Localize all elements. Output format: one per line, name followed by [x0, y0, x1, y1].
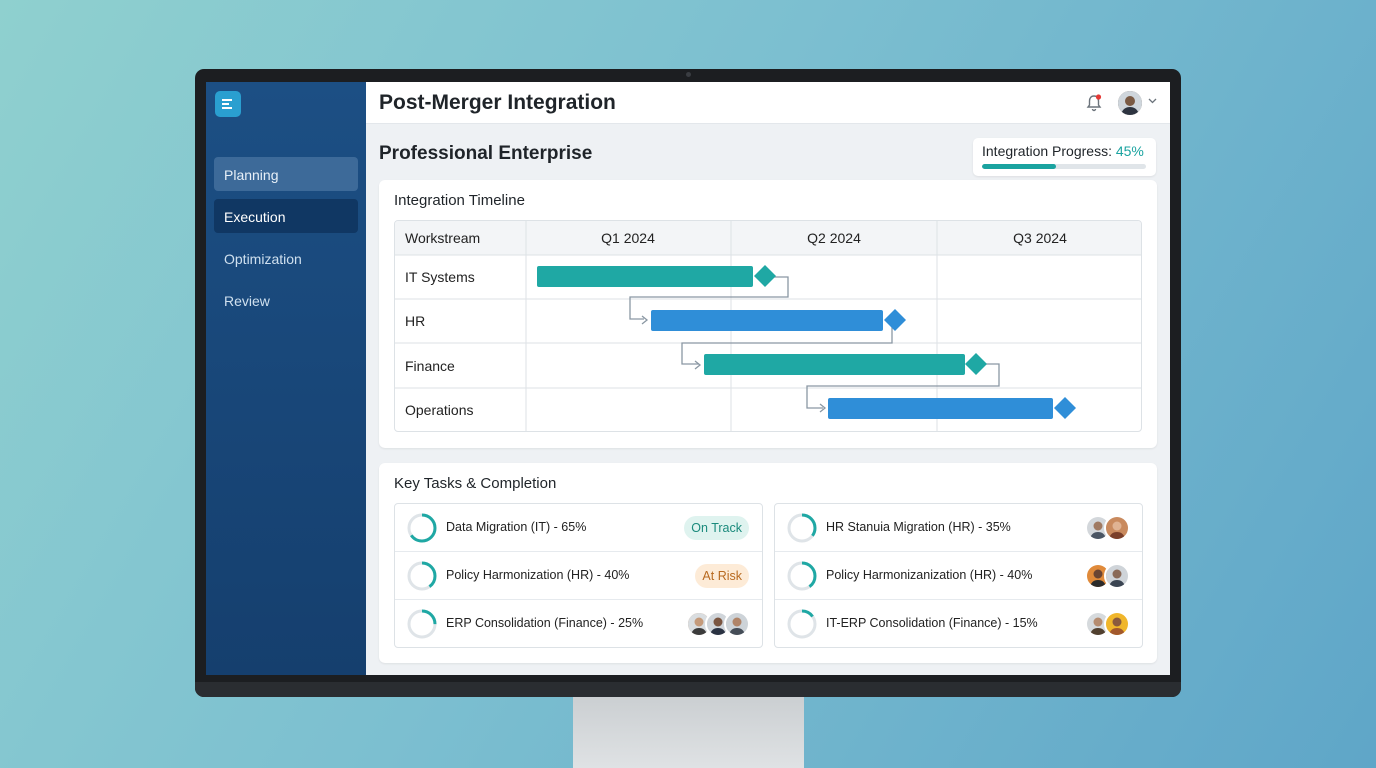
- app-logo-icon[interactable]: [215, 91, 241, 117]
- progress-value: 45%: [1115, 143, 1144, 159]
- task-row[interactable]: Data Migration (IT) - 65% On Track: [395, 504, 762, 552]
- task-label: ERP Consolidation (Finance) - 25%: [446, 616, 644, 630]
- progress-ring: [407, 561, 437, 591]
- assignee-avatars: [686, 611, 750, 637]
- tasks-title: Key Tasks & Completion: [394, 475, 557, 492]
- chevron-down-icon[interactable]: [1148, 96, 1157, 107]
- tasks-card: Key Tasks & Completion Data Migration (I…: [379, 463, 1157, 663]
- avatar[interactable]: [1085, 515, 1111, 541]
- progress-ring: [407, 513, 437, 543]
- user-avatar[interactable]: [1118, 91, 1142, 115]
- monitor-chin: [195, 682, 1181, 697]
- progress-ring: [407, 609, 437, 639]
- integration-progress-card: Integration Progress: 45%: [973, 138, 1156, 176]
- dependency-arrow: [629, 276, 789, 320]
- row-label-hr: HR: [405, 313, 425, 329]
- ring-fill: [787, 561, 817, 591]
- progress-track: [982, 164, 1146, 169]
- main-content: Professional Enterprise Integration Prog…: [366, 124, 1170, 675]
- gantt-bar-operations[interactable]: [828, 398, 1053, 419]
- webcam: [686, 72, 691, 77]
- gantt-header-q1: Q1 2024: [601, 230, 655, 246]
- avatar[interactable]: [705, 611, 731, 637]
- sidebar-item-optimization[interactable]: Optimization: [224, 251, 302, 267]
- company-name: Professional Enterprise: [379, 143, 593, 164]
- assignee-avatars: [1085, 563, 1130, 589]
- avatar[interactable]: [1104, 515, 1130, 541]
- assignee-avatars: [1085, 515, 1130, 541]
- sidebar-item-planning[interactable]: Planning: [214, 157, 358, 191]
- ring-fill: [407, 513, 437, 543]
- arrow-head: [641, 315, 649, 325]
- ring-fill: [787, 609, 817, 639]
- progress-fill: [982, 164, 1056, 169]
- gantt-header-q2: Q2 2024: [807, 230, 861, 246]
- progress-ring: [787, 513, 817, 543]
- sidebar-item-execution[interactable]: Execution: [214, 199, 358, 233]
- dependency-arrow: [806, 363, 1000, 409]
- task-label: HR Stanuia Migration (HR) - 35%: [826, 520, 1011, 534]
- task-list-left: Data Migration (IT) - 65% On Track Polic…: [394, 503, 763, 648]
- row-label-operations: Operations: [405, 402, 473, 418]
- milestone-it-systems[interactable]: [754, 265, 776, 287]
- task-label: Policy Harmonization (HR) - 40%: [446, 568, 630, 582]
- task-label: Policy Harmonizanization (HR) - 40%: [826, 568, 1033, 582]
- avatar[interactable]: [1104, 563, 1130, 589]
- progress-label: Integration Progress:: [982, 143, 1112, 159]
- avatar[interactable]: [1104, 611, 1130, 637]
- sidebar-nav: Planning Execution Optimization Review: [214, 157, 358, 325]
- sidebar: Planning Execution Optimization Review: [206, 82, 366, 675]
- progress-text: Integration Progress: 45%: [982, 143, 1144, 159]
- arrow-head: [819, 403, 827, 413]
- milestone-hr[interactable]: [884, 309, 906, 331]
- row-label-finance: Finance: [405, 358, 455, 374]
- page-title: Post-Merger Integration: [379, 91, 616, 114]
- timeline-title: Integration Timeline: [394, 192, 525, 209]
- status-badge: On Track: [684, 516, 749, 540]
- task-row[interactable]: IT-ERP Consolidation (Finance) - 15%: [775, 600, 1142, 648]
- ring-fill: [787, 513, 817, 543]
- ring-fill: [407, 561, 437, 591]
- avatar[interactable]: [1085, 611, 1111, 637]
- ring-fill: [407, 609, 437, 639]
- notification-bell-icon[interactable]: [1086, 94, 1102, 117]
- task-label: IT-ERP Consolidation (Finance) - 15%: [826, 616, 1038, 630]
- progress-ring: [787, 609, 817, 639]
- task-row[interactable]: Policy Harmonizanization (HR) - 40%: [775, 552, 1142, 600]
- gantt-bar-hr[interactable]: [651, 310, 883, 331]
- row-label-it: IT Systems: [405, 269, 475, 285]
- status-badge: At Risk: [695, 564, 749, 588]
- gantt-header-q3: Q3 2024: [1013, 230, 1067, 246]
- gantt-bar-finance[interactable]: [704, 354, 965, 375]
- milestone-operations[interactable]: [1054, 397, 1076, 419]
- gantt-header-workstream: Workstream: [405, 230, 480, 246]
- progress-ring: [787, 561, 817, 591]
- gantt-bar-it-systems[interactable]: [537, 266, 753, 287]
- task-row[interactable]: HR Stanuia Migration (HR) - 35%: [775, 504, 1142, 552]
- sidebar-item-review[interactable]: Review: [224, 293, 270, 309]
- gantt-header-bg: [395, 221, 1141, 255]
- task-row[interactable]: Policy Harmonization (HR) - 40% At Risk: [395, 552, 762, 600]
- task-row[interactable]: ERP Consolidation (Finance) - 25%: [395, 600, 762, 648]
- monitor-stand: [573, 690, 804, 768]
- top-bar: Post-Merger Integration: [366, 82, 1170, 124]
- task-label: Data Migration (IT) - 65%: [446, 520, 587, 534]
- avatar[interactable]: [724, 611, 750, 637]
- gantt-chart: Workstream Q1 2024 Q2 2024 Q3 2024 IT Sy…: [394, 220, 1142, 432]
- task-list-right: HR Stanuia Migration (HR) - 35% Policy H…: [774, 503, 1143, 648]
- timeline-card: Integration Timeline Workstream Q1 2024 …: [379, 180, 1157, 448]
- assignee-avatars: [1085, 611, 1130, 637]
- milestone-finance[interactable]: [965, 353, 987, 375]
- app-screen: Planning Execution Optimization Review P…: [206, 82, 1170, 675]
- arrow-head: [694, 360, 702, 370]
